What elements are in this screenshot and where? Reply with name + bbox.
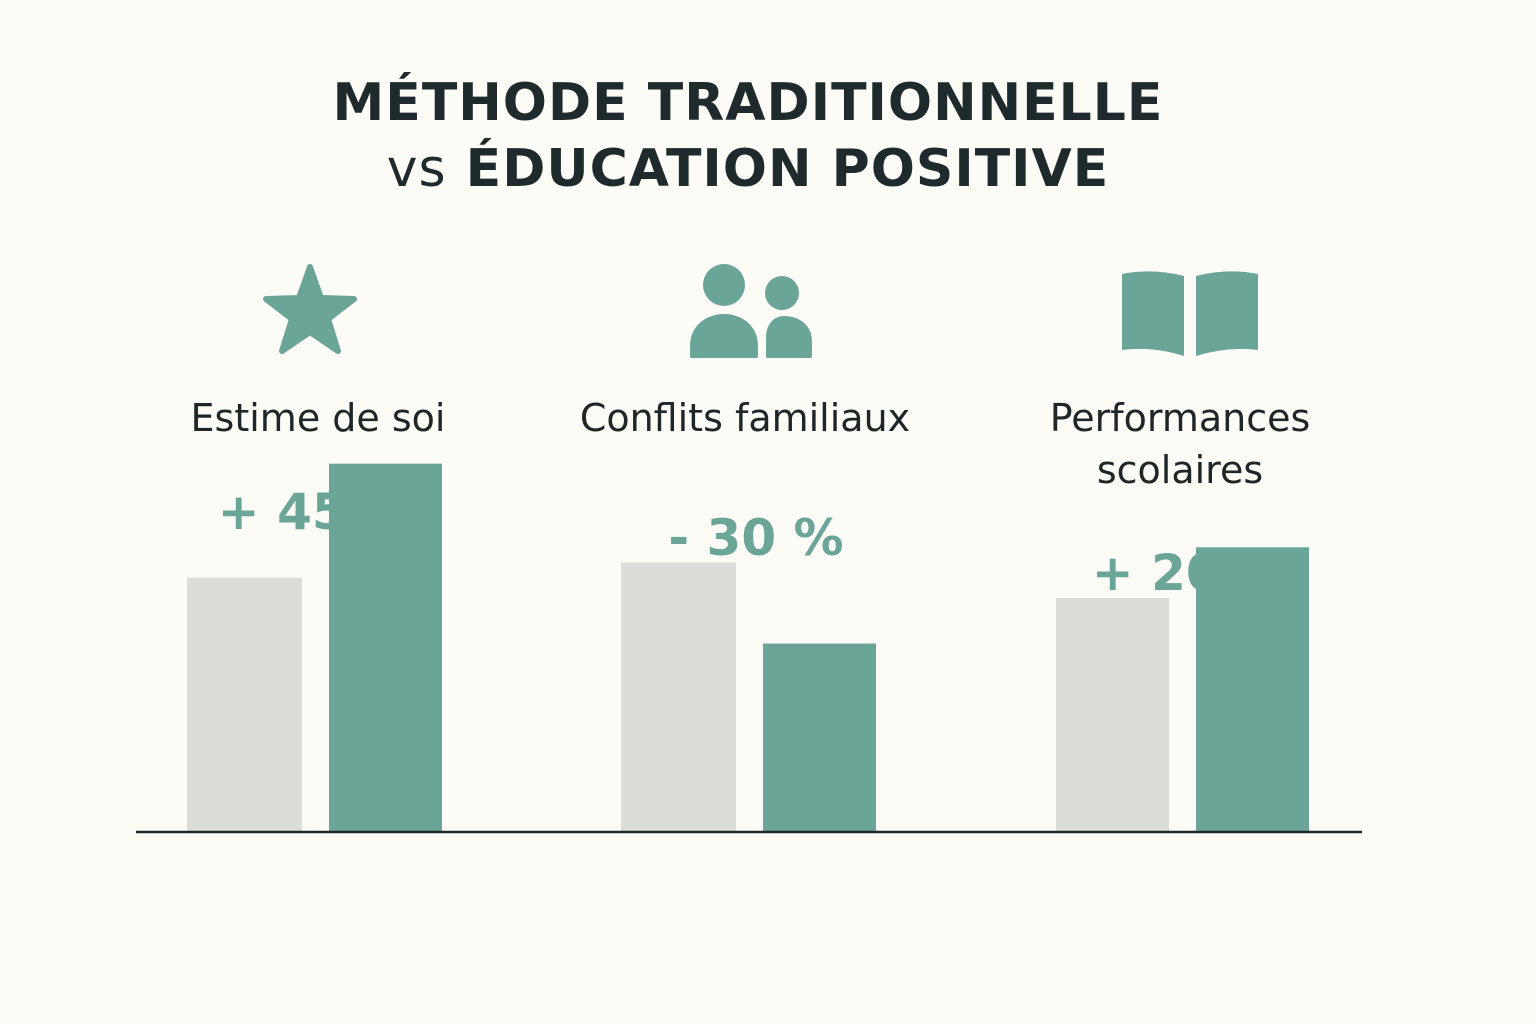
bar-school-performance-series-2 [1196, 547, 1309, 831]
category-label-family-conflicts: Conflits familiaux [579, 396, 911, 440]
bar-self-esteem-series-1 [187, 577, 302, 831]
chart-title-main: ÉDUCATION POSITIVE [465, 139, 1110, 199]
bar-self-esteem-series-2 [329, 463, 442, 831]
chart-title-prefix: vs [386, 139, 447, 199]
bar-family-conflicts-series-2 [763, 643, 876, 831]
bars-group [187, 463, 1309, 831]
category-label-school-performance: Performances scolaires [1049, 396, 1311, 492]
category-label-self-esteem: Estime de soi [190, 396, 446, 440]
people-icon [690, 264, 812, 358]
chart-title-line-2: vs ÉDUCATION POSITIVE [0, 136, 1496, 202]
chart-title-line-1: MÉTHODE TRADITIONNELLE [332, 73, 1164, 133]
book-icon [1122, 271, 1258, 356]
star-icon [263, 264, 357, 354]
bar-family-conflicts-series-1 [621, 562, 736, 831]
chart-title: MÉTHODE TRADITIONNELLE vs ÉDUCATION POSI… [0, 70, 1496, 202]
delta-label-family-conflicts: - 30 % [668, 509, 844, 567]
bar-school-performance-series-1 [1056, 597, 1169, 831]
